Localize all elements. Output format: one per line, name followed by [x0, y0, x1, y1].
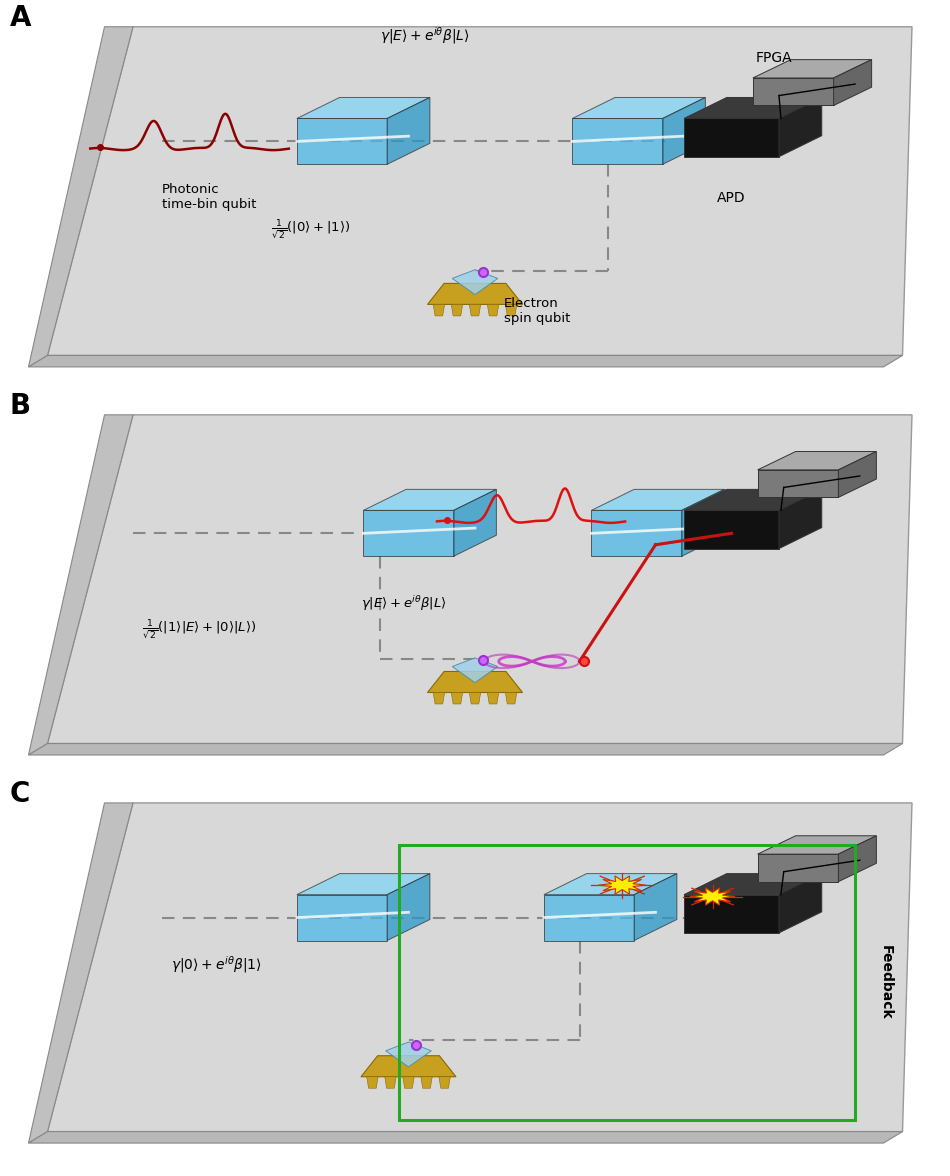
Polygon shape: [487, 305, 499, 316]
Text: $\gamma|E\rangle+e^{i\theta}\beta|L\rangle$: $\gamma|E\rangle+e^{i\theta}\beta|L\rang…: [361, 595, 446, 614]
Polygon shape: [684, 895, 779, 933]
Polygon shape: [684, 98, 822, 119]
Polygon shape: [433, 693, 445, 704]
Polygon shape: [421, 1077, 432, 1088]
Polygon shape: [28, 1131, 902, 1143]
Polygon shape: [779, 874, 822, 933]
Polygon shape: [684, 510, 779, 548]
Polygon shape: [363, 510, 454, 556]
Polygon shape: [779, 489, 822, 548]
Polygon shape: [452, 269, 498, 294]
Polygon shape: [758, 854, 838, 882]
Polygon shape: [682, 489, 725, 556]
Text: $\frac{1}{\sqrt{2}}(|1\rangle|E\rangle+|0\rangle|L\rangle)$: $\frac{1}{\sqrt{2}}(|1\rangle|E\rangle+|…: [142, 617, 256, 641]
Polygon shape: [752, 60, 872, 78]
Polygon shape: [487, 693, 499, 704]
Polygon shape: [28, 355, 902, 367]
Polygon shape: [403, 1077, 414, 1088]
Text: Photonic
time-bin qubit: Photonic time-bin qubit: [162, 183, 256, 212]
Polygon shape: [834, 60, 872, 106]
Polygon shape: [684, 874, 822, 895]
Polygon shape: [388, 874, 429, 941]
Polygon shape: [663, 98, 705, 165]
Polygon shape: [684, 119, 779, 156]
Polygon shape: [684, 489, 822, 510]
Polygon shape: [779, 98, 822, 156]
Polygon shape: [385, 1077, 396, 1088]
Polygon shape: [433, 305, 445, 316]
Polygon shape: [439, 1077, 450, 1088]
Polygon shape: [752, 78, 834, 106]
Text: Electron
spin qubit: Electron spin qubit: [504, 296, 570, 325]
Text: APD: APD: [717, 191, 746, 205]
Text: C: C: [10, 780, 29, 808]
Polygon shape: [838, 836, 876, 882]
Text: A: A: [10, 4, 31, 32]
Polygon shape: [758, 452, 876, 470]
Text: $\gamma|E\rangle+e^{i\theta}\beta|L\rangle$: $\gamma|E\rangle+e^{i\theta}\beta|L\rang…: [380, 25, 469, 46]
Polygon shape: [428, 671, 522, 693]
Polygon shape: [296, 119, 388, 165]
Polygon shape: [428, 283, 522, 305]
Text: $\frac{1}{\sqrt{2}}(|0\rangle+|1\rangle)$: $\frac{1}{\sqrt{2}}(|0\rangle+|1\rangle)…: [271, 218, 351, 241]
Polygon shape: [452, 657, 498, 682]
Polygon shape: [28, 743, 902, 755]
Polygon shape: [296, 874, 429, 895]
Polygon shape: [454, 489, 496, 556]
Polygon shape: [28, 27, 133, 367]
Polygon shape: [758, 470, 838, 497]
Polygon shape: [363, 489, 496, 510]
Polygon shape: [635, 874, 676, 941]
Polygon shape: [543, 874, 676, 895]
Polygon shape: [386, 1042, 431, 1067]
Polygon shape: [367, 1077, 378, 1088]
Polygon shape: [48, 415, 912, 743]
Polygon shape: [48, 803, 912, 1131]
Polygon shape: [451, 305, 463, 316]
Polygon shape: [28, 803, 133, 1143]
Polygon shape: [469, 693, 481, 704]
Polygon shape: [48, 27, 912, 355]
Polygon shape: [28, 415, 133, 755]
Polygon shape: [296, 895, 388, 941]
Polygon shape: [505, 693, 517, 704]
Polygon shape: [543, 895, 635, 941]
Polygon shape: [598, 876, 646, 894]
Polygon shape: [591, 510, 682, 556]
Polygon shape: [838, 452, 876, 497]
Polygon shape: [296, 98, 429, 119]
Text: $\gamma|0\rangle+e^{i\theta}\beta|1\rangle$: $\gamma|0\rangle+e^{i\theta}\beta|1\rang…: [171, 954, 262, 975]
Text: Feedback: Feedback: [879, 946, 893, 1020]
Polygon shape: [572, 119, 663, 165]
Polygon shape: [469, 305, 481, 316]
Polygon shape: [361, 1056, 456, 1077]
Polygon shape: [690, 888, 735, 906]
Polygon shape: [758, 836, 876, 854]
Text: B: B: [10, 392, 30, 420]
Polygon shape: [388, 98, 429, 165]
Text: FPGA: FPGA: [755, 51, 792, 65]
Polygon shape: [505, 305, 517, 316]
Polygon shape: [591, 489, 725, 510]
Polygon shape: [451, 693, 463, 704]
Polygon shape: [572, 98, 705, 119]
